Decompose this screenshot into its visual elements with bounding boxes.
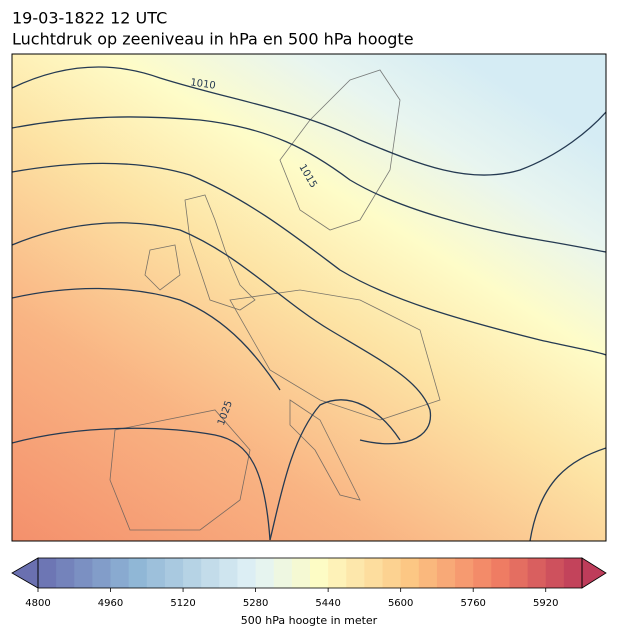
colorbar-band	[563, 558, 583, 588]
colorbar-band	[110, 558, 130, 588]
colorbar-band	[38, 558, 57, 588]
colorbar-tick-label: 4800	[25, 598, 50, 609]
colorbar-band	[273, 558, 293, 588]
colorbar-band	[310, 558, 329, 588]
title: 19-03-1822 12 UTC	[12, 9, 167, 28]
colorbar-tick-label: 5440	[315, 598, 340, 609]
colorbar-band	[92, 558, 112, 588]
colorbar-band	[183, 558, 202, 588]
colorbar-band	[364, 558, 384, 588]
colorbar-tick-label: 5760	[460, 598, 485, 609]
colorbar-band	[382, 558, 402, 588]
colorbar-band	[146, 558, 166, 588]
coastlines	[109, 69, 441, 531]
colorbar-extend-high	[581, 557, 607, 589]
colorbar-band	[328, 558, 347, 588]
colorbar-band	[219, 558, 238, 588]
colorbar-band	[164, 558, 184, 588]
contour-label: 1010	[190, 77, 217, 91]
colorbar-band	[509, 558, 529, 588]
colorbar: 4800 4960 5120 5280 5440 5600 5760 5920	[11, 557, 607, 609]
colorbar-band	[291, 558, 311, 588]
colorbar-band	[473, 558, 492, 588]
colorbar-band	[74, 558, 93, 588]
colorbar-tick-label: 5600	[388, 598, 413, 609]
colorbar-band	[545, 558, 565, 588]
height-field	[12, 54, 606, 541]
map-frame	[11, 53, 607, 542]
colorbar-band	[255, 558, 275, 588]
colorbar-band	[527, 558, 547, 588]
colorbar-band	[128, 558, 148, 588]
colorbar-band	[491, 558, 510, 588]
colorbar-band	[418, 558, 438, 588]
isobars	[12, 66, 606, 541]
subtitle: Luchtdruk op zeeniveau in hPa en 500 hPa…	[12, 30, 414, 49]
map: 1010 1015 1025	[12, 54, 606, 541]
colorbar-band	[237, 558, 257, 588]
colorbar-extend-low	[11, 557, 39, 589]
colorbar-frame	[37, 557, 583, 589]
colorbar-band	[346, 558, 365, 588]
colorbar-band	[400, 558, 420, 588]
colorbar-tick-label: 5920	[533, 598, 558, 609]
colorbar-tick-label: 4960	[98, 598, 123, 609]
colorbar-label: 500 hPa hoogte in meter	[241, 614, 378, 627]
colorbar-band	[56, 558, 75, 588]
colorbar-band	[201, 558, 220, 588]
colorbar-band	[455, 558, 474, 588]
colorbar-band	[436, 558, 456, 588]
colorbar-tick-label: 5120	[170, 598, 195, 609]
colorbar-tick-label: 5280	[243, 598, 268, 609]
